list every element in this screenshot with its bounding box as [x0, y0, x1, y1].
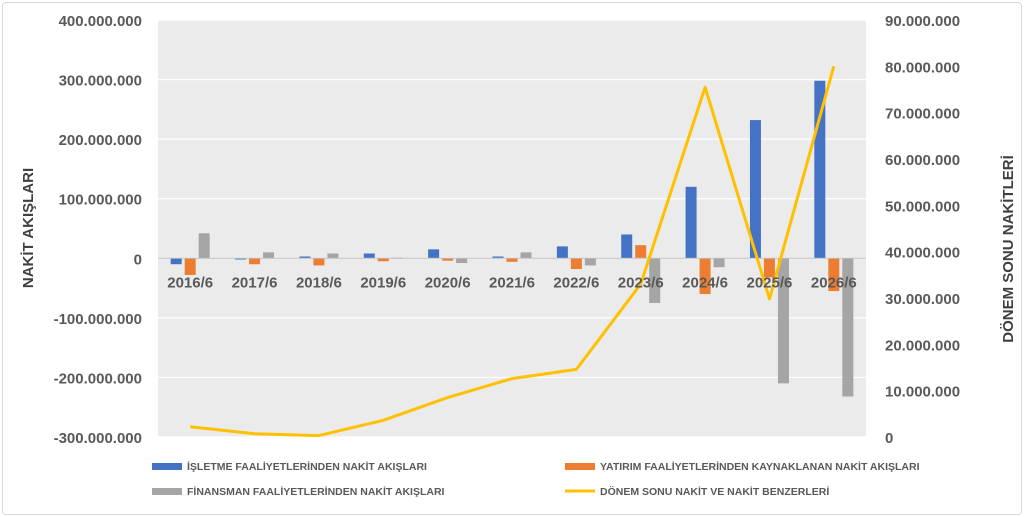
- right-tick-label: 30.000.000: [885, 291, 960, 308]
- bar-3-2021-6: [520, 252, 532, 259]
- bar-3-2022-6: [584, 258, 596, 266]
- bar-3-2020-6: [456, 258, 468, 264]
- right-tick-label: 50.000.000: [885, 198, 960, 215]
- category-label: 2025/6: [747, 274, 793, 291]
- bar-3-2017-6: [263, 252, 275, 259]
- right-tick-label: 80.000.000: [885, 59, 960, 76]
- right-axis-ticks: 90.000.000 80.000.000 70.000.000 60.000.000…: [885, 13, 960, 447]
- bar-1-2025-6: [749, 120, 761, 259]
- right-axis-title: DÖNEM SONU NAKİTLERİ: [1000, 155, 1017, 343]
- category-label: 2024/6: [682, 274, 728, 291]
- left-tick-label: 0: [134, 251, 142, 268]
- bar-2-2020-6: [442, 258, 454, 261]
- left-tick-label: -200.000.000: [54, 370, 142, 387]
- bar-3-2024-6: [713, 258, 725, 268]
- line-series-path: [190, 65, 836, 438]
- category-label: 2023/6: [618, 274, 664, 291]
- bar-1-2017-6: [235, 258, 247, 260]
- left-tick-label: 400.000.000: [59, 13, 142, 30]
- bar-2-2016-6: [184, 258, 196, 275]
- bar-1-2024-6: [685, 186, 697, 259]
- bar-2-2025-6: [763, 258, 775, 278]
- right-tick-label: 0: [885, 430, 893, 447]
- bar-2-2021-6: [506, 258, 518, 262]
- right-tick-label: 90.000.000: [885, 13, 960, 30]
- bar-2-2017-6: [249, 258, 261, 265]
- category-label: 2019/6: [360, 274, 406, 291]
- right-tick-label: 60.000.000: [885, 152, 960, 169]
- bar-3-2016-6: [198, 233, 210, 259]
- legend-label: DÖNEM SONU NAKİT VE NAKİT BENZERLERİ: [600, 485, 829, 498]
- bar-2-2022-6: [570, 258, 582, 270]
- legend-swatch: [565, 463, 595, 470]
- left-axis-ticks: 400.000.000 300.000.000 200.000.000 100.000…: [54, 13, 866, 447]
- legend-label: YATIRIM FAALİYETLERİNDEN KAYNAKLANAN NAK…: [600, 460, 920, 473]
- bar-1-2022-6: [556, 246, 568, 259]
- bar-1-2023-6: [621, 234, 633, 259]
- right-tick-label: 20.000.000: [885, 337, 960, 354]
- bar-2-2019-6: [377, 258, 389, 262]
- bar-1-2018-6: [299, 256, 311, 259]
- bar-1-2019-6: [363, 253, 375, 259]
- legend-label: İŞLETME FAALİYETLERİNDEN NAKİT AKIŞLARI: [187, 460, 427, 473]
- bar-series: [158, 80, 866, 397]
- legend: İŞLETME FAALİYETLERİNDEN NAKİT AKIŞLARI Y…: [152, 460, 920, 498]
- bar-1-2016-6: [170, 258, 182, 265]
- category-label: 2016/6: [167, 274, 213, 291]
- bar-2-2024-6: [699, 258, 711, 295]
- right-tick-label: 10.000.000: [885, 384, 960, 401]
- category-label: 2021/6: [489, 274, 535, 291]
- right-tick-label: 40.000.000: [885, 245, 960, 262]
- category-label: 2018/6: [296, 274, 342, 291]
- left-tick-label: 200.000.000: [59, 132, 142, 149]
- category-label: 2020/6: [425, 274, 471, 291]
- category-label: 2022/6: [553, 274, 599, 291]
- left-tick-label: -100.000.000: [54, 311, 142, 328]
- bar-2-2026-6: [828, 258, 840, 292]
- left-tick-label: 300.000.000: [59, 73, 142, 90]
- bar-2-2018-6: [313, 258, 325, 266]
- left-axis-title: NAKİT AKIŞLARI: [20, 168, 37, 288]
- bar-2-2023-6: [635, 245, 647, 259]
- bar-3-2018-6: [327, 253, 339, 259]
- bar-3-2023-6: [649, 258, 661, 303]
- line-series: [190, 65, 836, 438]
- left-tick-label: 100.000.000: [59, 192, 142, 209]
- category-labels: 2016/6 2017/6 2018/6 2019/6 2020/6 2021/6 2022…: [167, 274, 857, 291]
- category-label: 2017/6: [232, 274, 278, 291]
- legend-swatch: [152, 463, 182, 470]
- bar-3-2026-6: [842, 258, 854, 397]
- bar-1-2021-6: [492, 256, 504, 259]
- legend-label: FİNANSMAN FAALİYETLERİNDEN NAKİT AKIŞLAR…: [187, 485, 445, 498]
- bar-3-2025-6: [777, 258, 789, 384]
- bar-1-2026-6: [814, 80, 826, 259]
- legend-swatch: [152, 488, 182, 495]
- category-label: 2026/6: [811, 274, 857, 291]
- left-tick-label: -300.000.000: [54, 430, 142, 447]
- right-tick-label: 70.000.000: [885, 106, 960, 123]
- bar-1-2020-6: [428, 249, 440, 259]
